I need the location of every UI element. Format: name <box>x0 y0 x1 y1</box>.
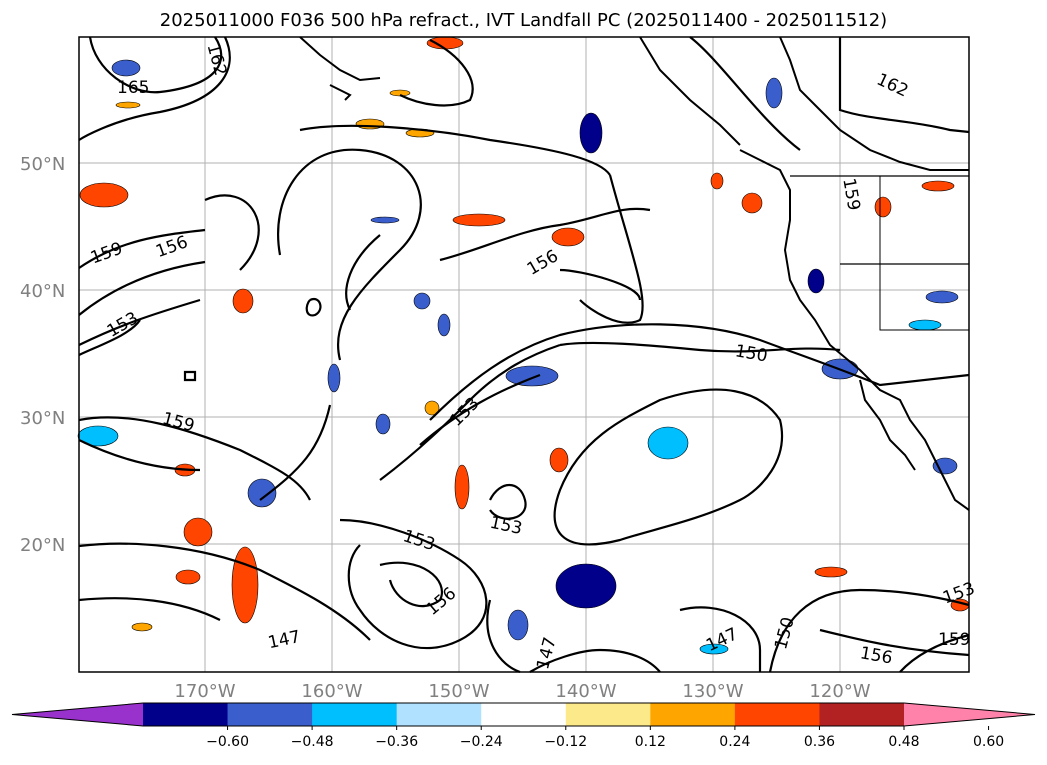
map-background <box>79 37 969 672</box>
colorbar-tick-label: 0.48 <box>888 734 919 750</box>
lon-label-130w: 130°W <box>682 681 743 702</box>
colorbar-segment <box>396 703 482 726</box>
contour-label: 165 <box>117 78 149 98</box>
lon-label-170w: 170°W <box>174 681 235 702</box>
latitude-labels: 50°N 40°N 30°N 20°N <box>20 154 65 556</box>
lon-label-120w: 120°W <box>809 681 870 702</box>
contour-lines <box>78 36 970 674</box>
negative-fill-areas <box>77 59 959 655</box>
map-frame <box>78 36 970 673</box>
lon-label-160w: 160°W <box>301 681 362 702</box>
colorbar-tick-label: −0.48 <box>291 734 334 750</box>
positive-fill-areas <box>79 36 970 632</box>
colorbar-segment <box>650 703 736 726</box>
colorbar-segment <box>312 703 398 726</box>
colorbar-segment <box>734 703 820 726</box>
lat-label-50n: 50°N <box>20 154 65 175</box>
lon-label-150w: 150°W <box>428 681 489 702</box>
colorbar-extend-low <box>12 703 143 726</box>
coastlines <box>299 36 970 511</box>
colorbar-outline <box>11 702 1036 727</box>
colorbar-tick-label: −0.36 <box>375 734 418 750</box>
colorbar-extend-high <box>904 703 1035 726</box>
colorbar: −0.60 −0.48 −0.36 −0.24 −0.12 0.12 0.24 0.36 0.4… <box>11 702 1036 750</box>
colorbar-tick-label: 0.36 <box>804 734 835 750</box>
colorbar-tick-label: −0.60 <box>206 734 249 750</box>
lat-label-20n: 20°N <box>20 535 65 556</box>
colorbar-segment <box>481 703 567 726</box>
lon-label-140w: 140°W <box>555 681 616 702</box>
colorbar-tick-label: 0.12 <box>635 734 666 750</box>
map-title: 2025011000 F036 500 hPa refract., IVT La… <box>159 10 888 31</box>
colorbar-tick-label: −0.12 <box>544 734 587 750</box>
colorbar-tick-label: −0.24 <box>460 734 503 750</box>
colorbar-tick-label: 0.24 <box>719 734 750 750</box>
contour-label: 159 <box>938 630 970 650</box>
lat-label-30n: 30°N <box>20 408 65 429</box>
colorbar-segment <box>227 703 313 726</box>
colorbar-segment <box>143 703 229 726</box>
colorbar-segment <box>565 703 651 726</box>
lat-label-40n: 40°N <box>20 281 65 302</box>
colorbar-segment <box>819 703 905 726</box>
longitude-labels: 170°W 160°W 150°W 140°W 130°W 120°W <box>174 681 870 702</box>
colorbar-tick-label: 0.60 <box>973 734 1004 750</box>
